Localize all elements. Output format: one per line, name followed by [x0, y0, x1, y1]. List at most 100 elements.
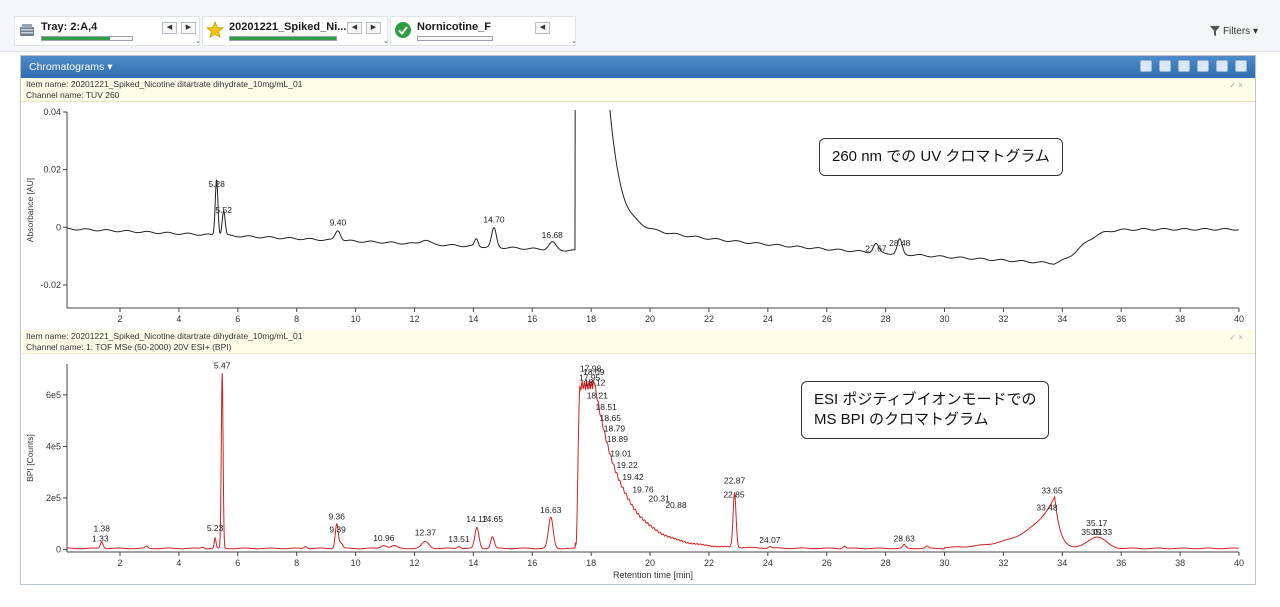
peak-label: 5.23 — [207, 523, 224, 533]
x-tick-label: 8 — [294, 558, 299, 568]
peak-label: 9.40 — [330, 217, 347, 227]
prev-button[interactable]: ◀ — [162, 22, 177, 34]
x-tick-label: 12 — [409, 314, 419, 324]
dropdown-caret-icon[interactable]: ⌄ — [195, 38, 201, 45]
peak-label: 12.37 — [415, 528, 437, 538]
peak-label: 33.65 — [1041, 486, 1063, 496]
peak-label: 20.88 — [665, 500, 687, 510]
chart-toolbar — [1136, 60, 1247, 74]
y-tick-label: 2e5 — [46, 493, 61, 503]
dropdown-caret-icon[interactable]: ⌄ — [571, 38, 577, 45]
refresh-icon[interactable] — [1178, 60, 1191, 72]
uv-annotation-box: 260 nm での UV クロマトグラム — [819, 138, 1063, 176]
peak-label: 22.87 — [724, 475, 746, 485]
tray-label: Tray: 2:A,4 — [41, 21, 98, 33]
x-tick-label: 32 — [998, 314, 1008, 324]
compound-item[interactable]: Nornicotine_F ◀ ⌄ — [391, 17, 577, 47]
next-button[interactable]: ▶ — [181, 22, 196, 34]
peak-label: 18.12 — [584, 377, 606, 387]
filters-button[interactable]: Filters ▾ — [1210, 26, 1258, 37]
zoom-icon[interactable] — [1140, 60, 1153, 72]
compound-progress-bar — [417, 36, 493, 41]
ms-annotation-line-2: MS BPI のクロマトグラム — [814, 411, 989, 428]
x-tick-label: 20 — [645, 314, 655, 324]
y-tick-label: 0 — [56, 222, 61, 232]
peak-label: 19.22 — [616, 460, 638, 470]
sample-toolbar: Tray: 2:A,4 ◀ ▶ ⌄ 20201221_Spiked_Ni... … — [0, 0, 1280, 52]
peak-label: 13.51 — [448, 534, 470, 544]
y-axis-label: Absorbance [AU] — [25, 178, 35, 242]
filter-icon — [1210, 26, 1221, 37]
x-tick-label: 24 — [763, 558, 773, 568]
x-tick-label: 40 — [1234, 558, 1244, 568]
prev-button[interactable]: ◀ — [535, 22, 550, 34]
x-tick-label: 8 — [294, 314, 299, 324]
peak-label: 1.33 — [92, 533, 109, 543]
pan-icon[interactable] — [1235, 60, 1247, 72]
x-tick-label: 6 — [235, 558, 240, 568]
peak-label: 14.65 — [482, 514, 504, 524]
sample-progress-bar — [229, 36, 337, 41]
x-tick-label: 18 — [586, 558, 596, 568]
x-tick-label: 36 — [1116, 558, 1126, 568]
peak-label: 16.63 — [540, 505, 562, 515]
peak-label: 20.31 — [649, 493, 671, 503]
peak-label: 19.76 — [632, 484, 654, 494]
y-tick-label: 4e5 — [46, 441, 61, 451]
compound-group: Nornicotine_F ◀ ⌄ — [390, 16, 577, 47]
sample-item[interactable]: 20201221_Spiked_Ni... ◀ ▶ ⌄ — [203, 17, 389, 47]
peak-label: 18.09 — [583, 367, 605, 377]
peak-label: 22.85 — [723, 489, 745, 499]
y-tick-label: 0.02 — [43, 165, 61, 175]
sample-group: 20201221_Spiked_Ni... ◀ ▶ ⌄ — [202, 16, 389, 47]
x-tick-label: 14 — [468, 558, 478, 568]
peak-label: 18.79 — [604, 423, 626, 433]
peak-label: 18.21 — [587, 390, 609, 400]
peak-label: 19.42 — [622, 472, 644, 482]
x-tick-label: 28 — [881, 558, 891, 568]
x-tick-label: 2 — [117, 314, 122, 324]
x-tick-label: 4 — [176, 558, 181, 568]
x-tick-label: 20 — [645, 558, 655, 568]
peak-label: 17.95 — [579, 372, 601, 382]
peak-label: 14.70 — [483, 215, 505, 225]
peak-label: 17.98 — [580, 363, 602, 373]
x-tick-label: 38 — [1175, 558, 1185, 568]
uv-chromatogram: 2 4 6 8 10 12 14 16 18 20 22 24 26 28 30 32 34 36 38 40-0.0… — [25, 107, 1244, 324]
peak-label: 14.12 — [466, 514, 488, 524]
export-icon[interactable] — [1216, 60, 1229, 72]
pin-icon[interactable]: ✓ × — [1229, 81, 1243, 90]
check-icon — [395, 22, 411, 38]
chromatogram-trace — [67, 372, 1239, 550]
uv-annotation-text: 260 nm での UV クロマトグラム — [832, 148, 1050, 165]
link-icon[interactable] — [1159, 60, 1172, 72]
tray-item[interactable]: Tray: 2:A,4 ◀ ▶ ⌄ — [15, 17, 201, 47]
pin-icon[interactable]: ✓ × — [1229, 333, 1243, 342]
peak-label: 9.36 — [328, 511, 345, 521]
panel-title[interactable]: Chromatograms ▾ — [29, 61, 113, 73]
dropdown-caret-icon[interactable]: ⌄ — [383, 38, 389, 45]
peak-label: 35.01 — [1081, 527, 1103, 537]
peak-label: 18.65 — [600, 413, 622, 423]
x-tick-label: 22 — [704, 558, 714, 568]
ms-bpi-chromatogram: 2 4 6 8 10 12 14 16 18 20 22 24 26 28 30 32 34 36 38 4002e5… — [25, 361, 1244, 580]
filters-label: Filters — [1222, 26, 1251, 37]
peak-label: 9.39 — [329, 524, 346, 534]
chromatograms-panel: Chromatograms ▾ Item name: 20201221_Spik… — [20, 55, 1256, 585]
grid-icon[interactable] — [1197, 60, 1210, 72]
prev-button[interactable]: ◀ — [347, 22, 362, 34]
peak-label: 5.47 — [214, 361, 231, 371]
peak-label: 28.63 — [894, 533, 916, 543]
y-axis-label: BPI [Counts] — [25, 434, 35, 482]
uv-item-name: Item name: 20201221_Spiked_Nicotine dita… — [26, 79, 303, 89]
x-tick-label: 16 — [527, 558, 537, 568]
y-tick-label: 0.04 — [43, 107, 61, 117]
ms-annotation-box: ESI ポジティブイオンモードでの MS BPI のクロマトグラム — [801, 381, 1050, 439]
panel-header: Chromatograms ▾ — [21, 56, 1255, 78]
star-icon — [206, 21, 224, 39]
tray-icon — [20, 24, 34, 36]
chromatogram-trace — [67, 110, 1239, 265]
x-tick-label: 2 — [117, 558, 122, 568]
next-button[interactable]: ▶ — [366, 22, 381, 34]
y-tick-label: 0 — [56, 544, 61, 554]
